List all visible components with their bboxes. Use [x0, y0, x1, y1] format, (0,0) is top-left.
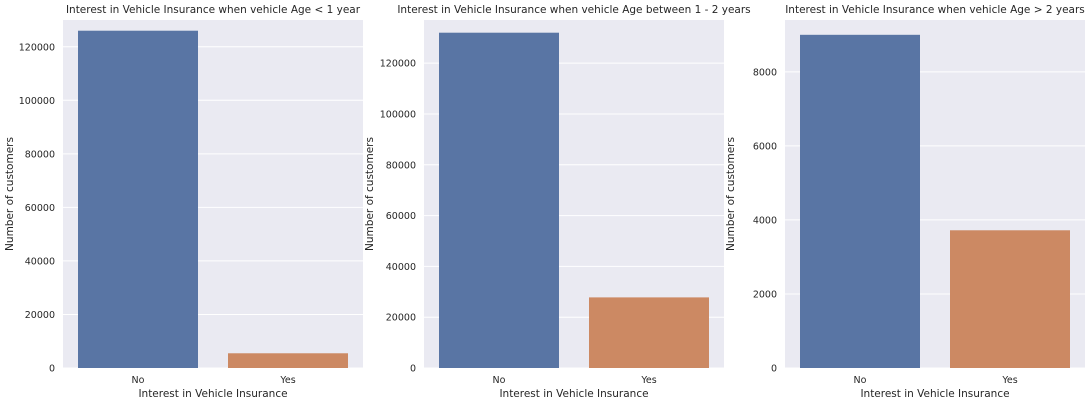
x-axis-label: Interest in Vehicle Insurance	[138, 388, 287, 400]
y-tick-label: 80000	[386, 160, 416, 171]
x-tick-label: Yes	[640, 375, 656, 386]
y-tick-label: 100000	[380, 109, 416, 120]
y-tick-label: 8000	[753, 67, 777, 78]
chart-panel-2: Interest in Vehicle Insurance when vehic…	[364, 4, 751, 400]
y-tick-label: 0	[49, 364, 55, 375]
chart-panel-1: Interest in Vehicle Insurance when vehic…	[4, 4, 363, 400]
x-tick-label: Yes	[279, 375, 295, 386]
y-tick-label: 20000	[386, 313, 416, 324]
bar-no	[439, 32, 559, 368]
chart-title: Interest in Vehicle Insurance when vehic…	[397, 4, 750, 16]
y-tick-label: 100000	[19, 96, 55, 107]
y-tick-label: 120000	[380, 59, 416, 70]
x-tick-label: No	[132, 375, 145, 386]
y-tick-label: 2000	[753, 289, 777, 300]
y-tick-label: 0	[410, 364, 416, 375]
y-tick-label: 80000	[25, 149, 55, 160]
y-tick-label: 4000	[753, 215, 777, 226]
chart-title: Interest in Vehicle Insurance when vehic…	[785, 4, 1085, 16]
x-axis-label: Interest in Vehicle Insurance	[499, 388, 648, 400]
x-tick-label: Yes	[1001, 375, 1017, 386]
y-tick-label: 0	[771, 364, 777, 375]
y-tick-label: 20000	[25, 310, 55, 321]
bar-no	[800, 34, 920, 369]
y-tick-label: 60000	[25, 203, 55, 214]
bar-no	[78, 30, 198, 368]
y-axis-label: Number of customers	[364, 137, 376, 251]
chart-panel-3: Interest in Vehicle Insurance when vehic…	[725, 4, 1085, 400]
y-axis-label: Number of customers	[725, 137, 737, 251]
bar-yes	[950, 230, 1070, 368]
bar-yes	[228, 353, 348, 368]
x-tick-label: No	[493, 375, 506, 386]
y-tick-label: 40000	[386, 262, 416, 273]
y-tick-label: 60000	[386, 211, 416, 222]
bar-yes	[589, 297, 709, 368]
y-axis-label: Number of customers	[4, 137, 16, 251]
y-tick-label: 40000	[25, 256, 55, 267]
chart-title: Interest in Vehicle Insurance when vehic…	[66, 4, 361, 16]
y-tick-label: 120000	[19, 42, 55, 53]
x-axis-label: Interest in Vehicle Insurance	[860, 388, 1009, 400]
x-tick-label: No	[854, 375, 867, 386]
y-tick-label: 6000	[753, 141, 777, 152]
